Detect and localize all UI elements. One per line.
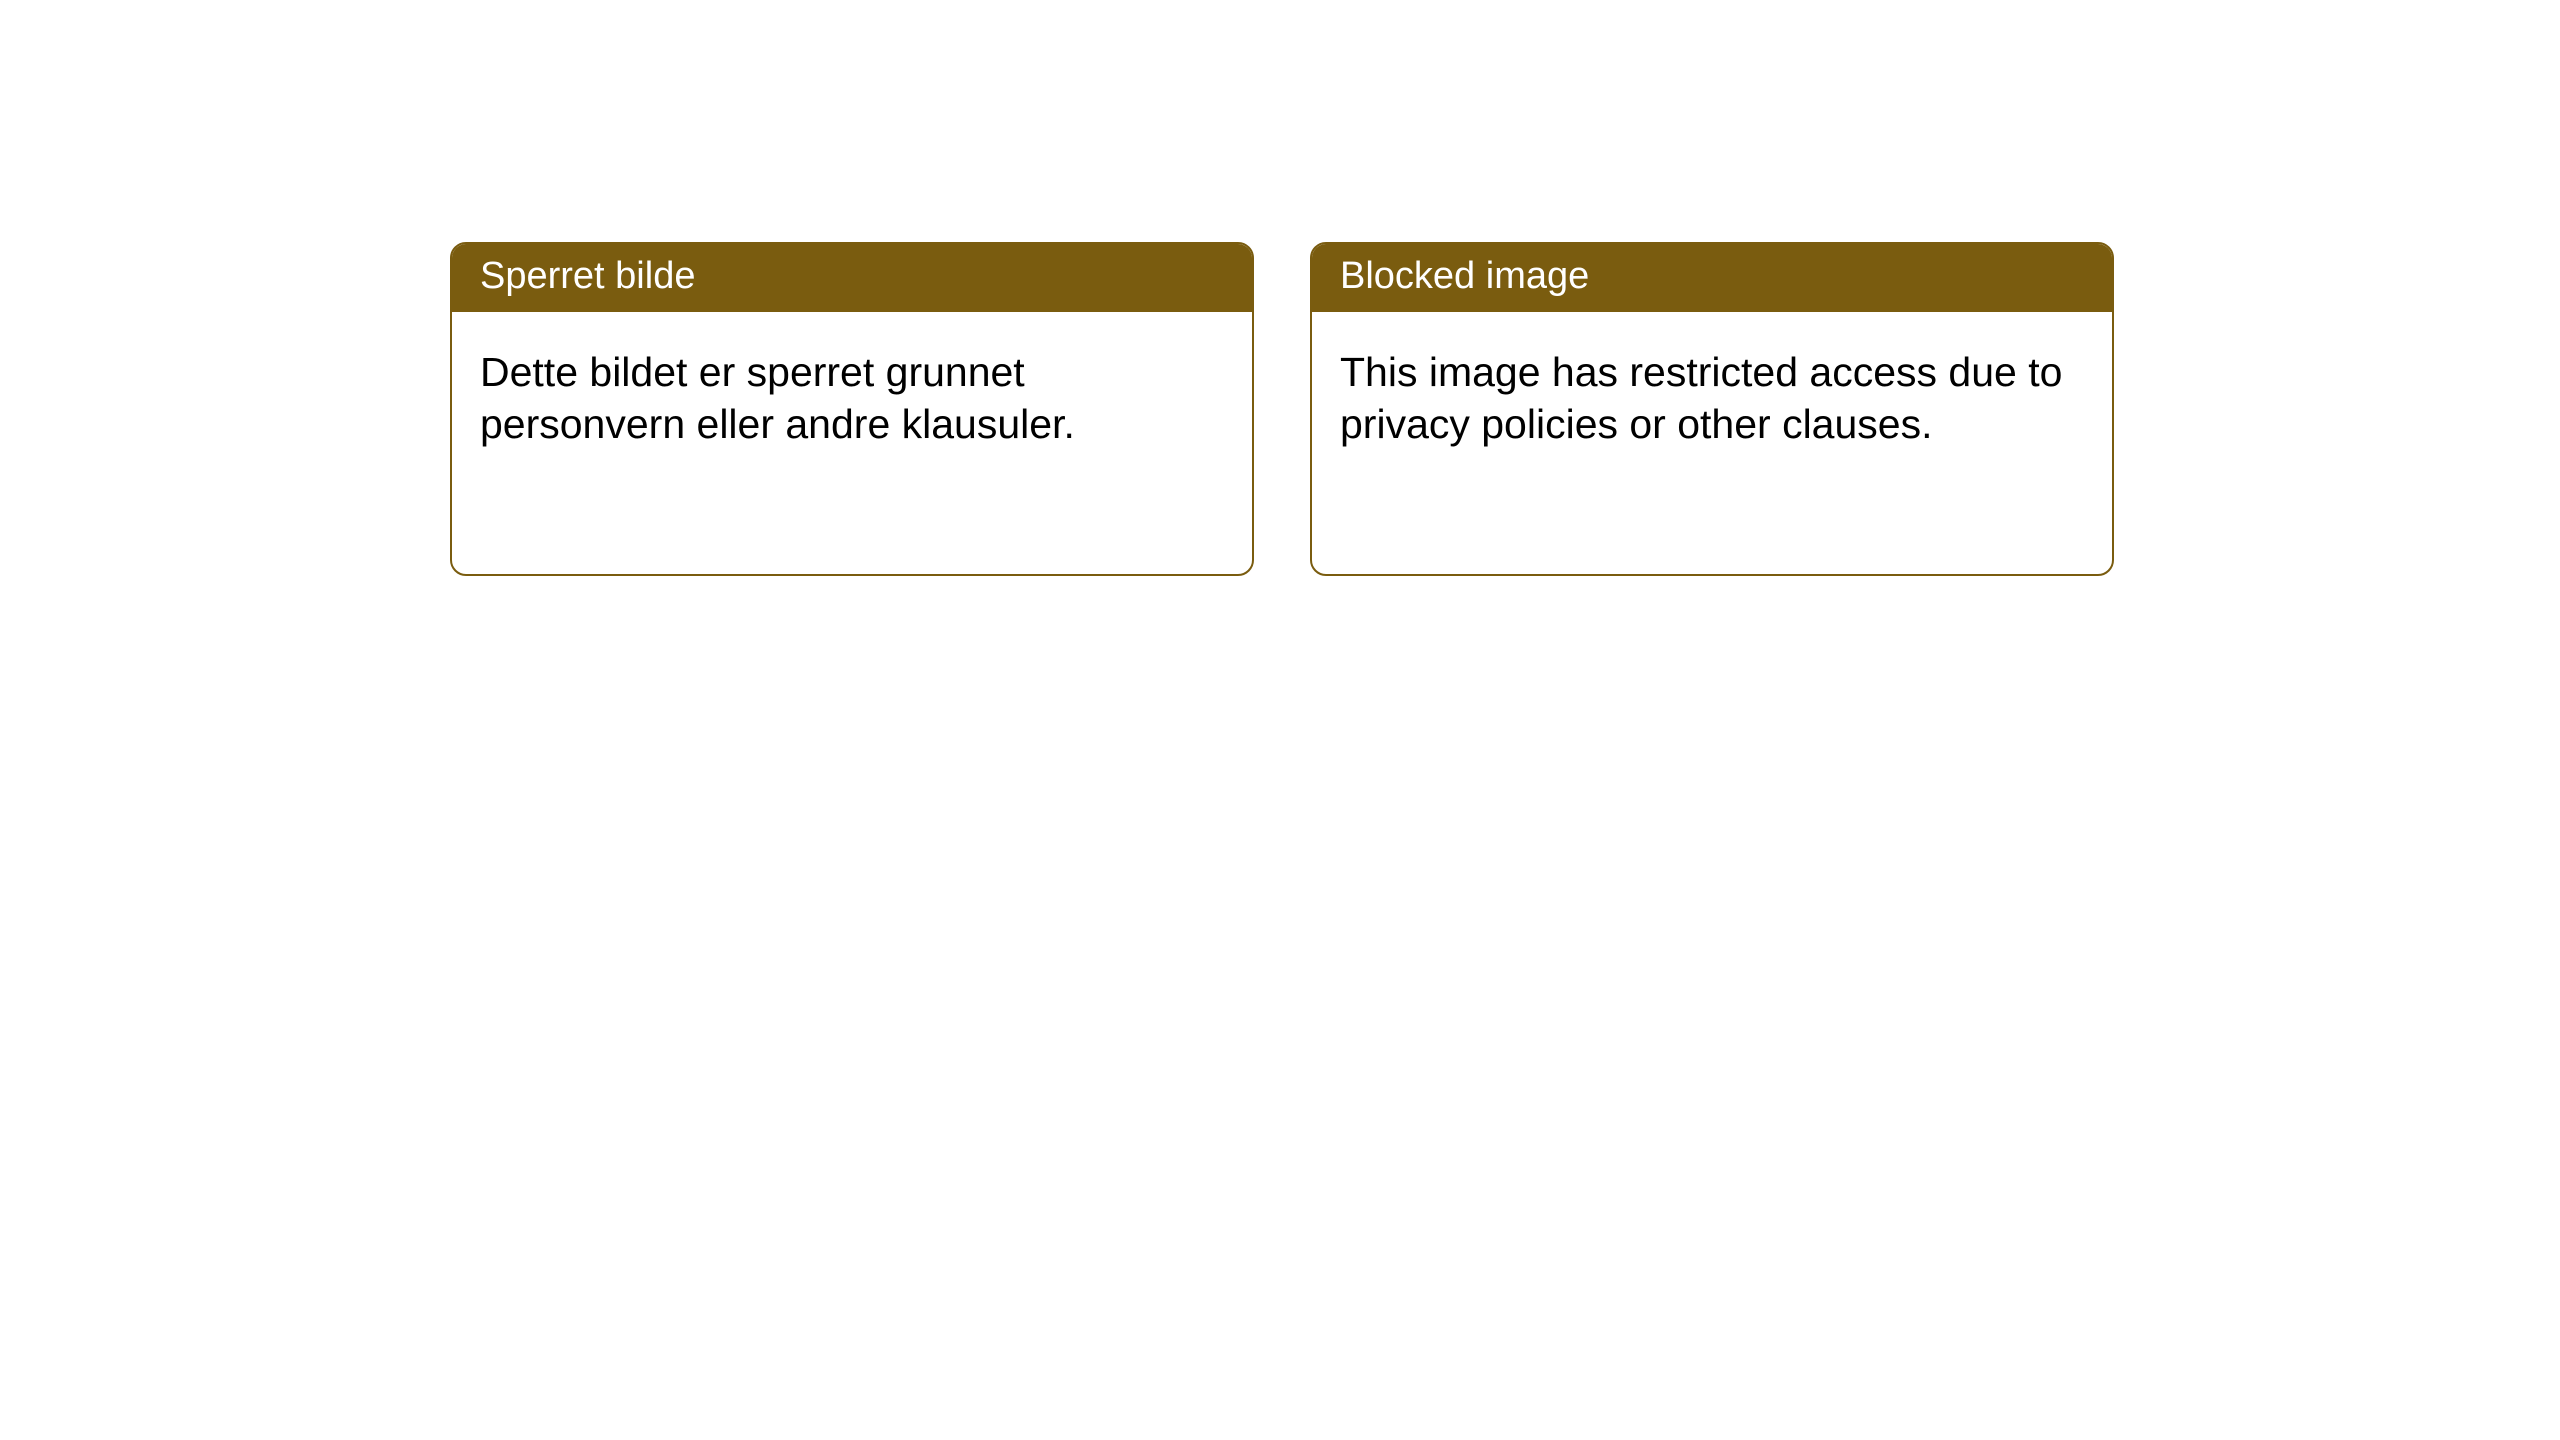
notice-body: This image has restricted access due to … <box>1312 312 2112 485</box>
notice-body: Dette bildet er sperret grunnet personve… <box>452 312 1252 485</box>
notice-body-text: Dette bildet er sperret grunnet personve… <box>480 349 1075 447</box>
notice-container: Sperret bilde Dette bildet er sperret gr… <box>0 0 2560 576</box>
notice-card-norwegian: Sperret bilde Dette bildet er sperret gr… <box>450 242 1254 576</box>
notice-title: Blocked image <box>1340 255 1589 297</box>
notice-header: Sperret bilde <box>452 244 1252 312</box>
notice-title: Sperret bilde <box>480 255 695 297</box>
notice-card-english: Blocked image This image has restricted … <box>1310 242 2114 576</box>
notice-body-text: This image has restricted access due to … <box>1340 349 2062 447</box>
notice-header: Blocked image <box>1312 244 2112 312</box>
